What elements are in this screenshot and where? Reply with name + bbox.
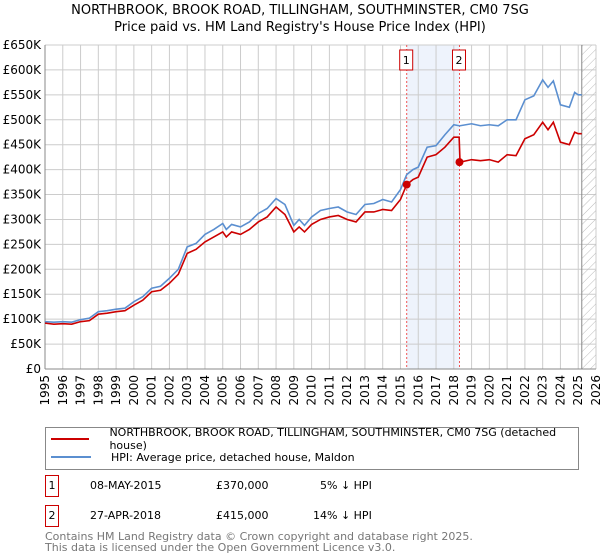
x-tick-label: 2020 — [482, 375, 496, 406]
legend-swatch-blue — [51, 456, 91, 458]
sale-number: 2 — [45, 505, 59, 527]
legend-label: NORTHBROOK, BROOK ROAD, TILLINGHAM, SOUT… — [109, 426, 557, 452]
footer-licence: This data is licensed under the Open Gov… — [45, 541, 396, 554]
hpi-line — [44, 78, 582, 323]
legend-swatch-red — [51, 438, 90, 440]
x-tick-label: 2025 — [571, 375, 585, 406]
y-tick-label: £0 — [26, 362, 41, 376]
x-tick-label: 2026 — [589, 375, 600, 406]
chart-title: NORTHBROOK, BROOK ROAD, TILLINGHAM, SOUT… — [71, 3, 529, 18]
x-tick-label: 1997 — [74, 375, 88, 406]
sale-marker-label: 2 — [455, 54, 462, 67]
y-tick-label: £400K — [3, 163, 43, 177]
x-tick-label: 2023 — [536, 375, 550, 406]
x-tick-label: 2013 — [358, 375, 372, 406]
legend-item-property: NORTHBROOK, BROOK ROAD, TILLINGHAM, SOUT… — [51, 426, 578, 452]
x-tick-label: 2022 — [518, 375, 532, 406]
sale-number: 1 — [45, 475, 59, 497]
x-tick-label: 2001 — [145, 375, 159, 406]
x-tick-label: 2024 — [553, 375, 567, 406]
y-tick-label: £350K — [3, 188, 43, 202]
chart-subtitle: Price paid vs. HM Land Registry's House … — [114, 20, 486, 35]
y-tick-label: £250K — [3, 237, 43, 251]
x-tick-label: 2019 — [465, 375, 479, 406]
x-tick-label: 1998 — [91, 375, 105, 406]
sale-marker-box — [451, 49, 466, 71]
sale-point — [455, 158, 464, 167]
x-tick-label: 2009 — [287, 375, 301, 406]
forecast-hatch — [581, 45, 596, 369]
legend-label: HPI: Average price, detached house, Mald… — [111, 450, 355, 464]
x-tick-label: 2007 — [251, 375, 265, 406]
x-tick-label: 2021 — [500, 375, 514, 406]
sale-date: 27-APR-2018 — [90, 509, 162, 522]
x-tick-label: 2018 — [447, 375, 461, 406]
y-tick-label: £100K — [3, 312, 43, 326]
x-tick-label: 2005 — [216, 375, 230, 406]
x-tick-label: 2014 — [376, 375, 390, 406]
legend: NORTHBROOK, BROOK ROAD, TILLINGHAM, SOUT… — [45, 426, 579, 470]
sale-marker-box — [399, 49, 414, 71]
sale-marker-label: 1 — [403, 54, 410, 67]
y-tick-label: £300K — [3, 212, 43, 226]
sale-row: 1 08-MAY-2015 £370,000 5% ↓ HPI — [45, 475, 585, 497]
x-tick-label: 2016 — [411, 375, 425, 406]
legend-item-hpi: HPI: Average price, detached house, Mald… — [51, 449, 355, 465]
x-tick-label: 2002 — [162, 375, 176, 406]
sale-price: £370,000 — [216, 479, 269, 492]
x-tick-label: 2012 — [340, 375, 354, 406]
y-tick-label: £50K — [10, 337, 42, 351]
y-tick-label: £550K — [3, 88, 43, 102]
sale-price: £415,000 — [216, 509, 269, 522]
y-tick-label: £500K — [3, 113, 43, 127]
x-tick-label: 2006 — [234, 375, 248, 406]
x-tick-label: 2010 — [305, 375, 319, 406]
shaded-region — [406, 45, 460, 369]
x-tick-label: 1995 — [38, 375, 52, 406]
sale-date: 08-MAY-2015 — [90, 479, 162, 492]
y-tick-label: £150K — [3, 287, 43, 301]
y-tick-label: £650K — [3, 38, 43, 52]
price-chart: £0 £50K £100K £150K £200K £250K £300K £350K £400… — [3, 38, 600, 406]
y-tick-label: £450K — [3, 138, 43, 152]
x-tick-label: 2011 — [322, 375, 336, 406]
price-paid-line — [44, 120, 582, 325]
x-tick-label: 2000 — [127, 375, 141, 406]
footer-copyright: Contains HM Land Registry data © Crown c… — [45, 530, 473, 543]
x-tick-label: 2003 — [180, 375, 194, 406]
x-tick-label: 1999 — [109, 375, 123, 406]
x-tick-label: 1996 — [56, 375, 70, 406]
x-tick-label: 2008 — [269, 375, 283, 406]
x-tick-label: 2015 — [393, 375, 407, 406]
sale-hpi: 5% ↓ HPI — [320, 479, 372, 492]
x-tick-label: 2017 — [429, 375, 443, 406]
y-tick-label: £200K — [3, 262, 43, 276]
sale-row: 2 27-APR-2018 £415,000 14% ↓ HPI — [45, 505, 585, 527]
sale-hpi: 14% ↓ HPI — [313, 509, 372, 522]
sale-point — [402, 180, 411, 189]
x-tick-label: 2004 — [198, 375, 212, 406]
y-tick-label: £600K — [3, 63, 43, 77]
